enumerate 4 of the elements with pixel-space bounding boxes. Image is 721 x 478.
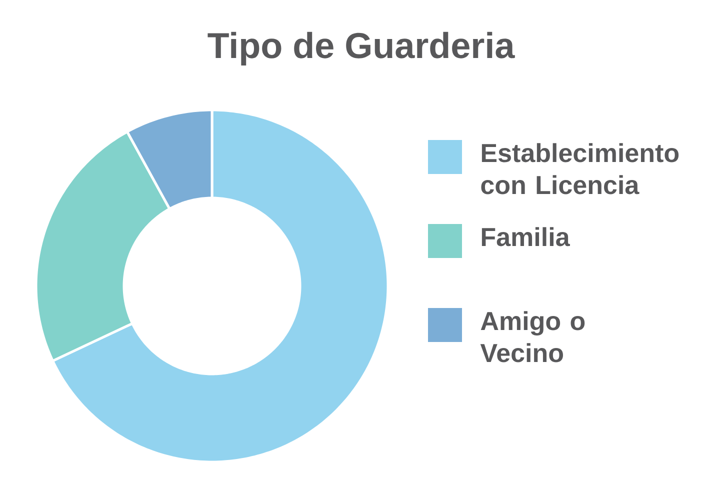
legend-label: Familia — [482, 227, 570, 246]
legend-label: Establecimiento con Licencia — [481, 143, 679, 194]
chart-title: Tipo de Guarderia — [208, 32, 515, 66]
legend-label: Amigo o Vecino — [480, 311, 585, 362]
